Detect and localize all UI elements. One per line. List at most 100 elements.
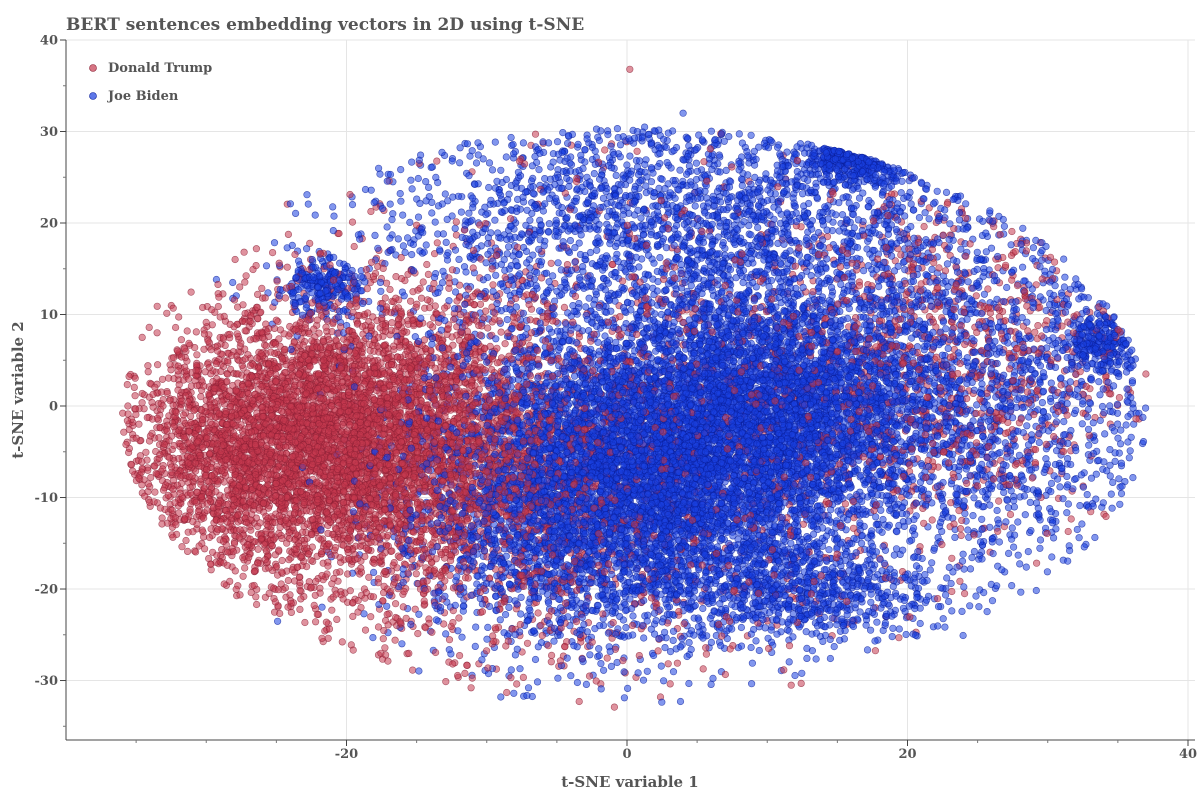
point-joe-biden: [371, 231, 379, 239]
point-joe-biden: [408, 251, 416, 259]
point-donald-trump: [123, 381, 131, 389]
point-donald-trump: [154, 361, 162, 369]
point-joe-biden: [970, 494, 978, 502]
point-donald-trump: [184, 547, 192, 556]
point-donald-trump: [149, 390, 157, 399]
point-joe-biden: [1047, 379, 1055, 387]
plot-points: [119, 65, 1150, 711]
point-joe-biden: [679, 109, 687, 117]
point-donald-trump: [547, 651, 556, 660]
point-joe-biden: [1000, 222, 1009, 230]
point-joe-biden: [1095, 378, 1103, 386]
point-donald-trump: [250, 581, 258, 590]
point-joe-biden: [642, 182, 650, 190]
point-joe-biden: [925, 215, 933, 223]
point-joe-biden: [767, 276, 776, 285]
point-donald-trump: [440, 620, 448, 628]
point-joe-biden: [318, 603, 326, 611]
point-donald-trump: [633, 147, 641, 155]
chart-title: BERT sentences embedding vectors in 2D u…: [66, 15, 584, 35]
point-joe-biden: [262, 262, 271, 270]
point-joe-biden: [573, 678, 582, 687]
point-donald-trump: [361, 626, 370, 634]
point-donald-trump: [513, 680, 521, 688]
point-donald-trump: [175, 313, 183, 321]
point-joe-biden: [972, 592, 980, 600]
point-joe-biden: [1078, 520, 1086, 528]
point-joe-biden: [545, 278, 553, 286]
point-donald-trump: [618, 277, 627, 285]
point-joe-biden: [565, 182, 573, 190]
point-joe-biden: [408, 185, 416, 193]
point-donald-trump: [664, 660, 672, 668]
point-joe-biden: [657, 662, 665, 670]
point-joe-biden: [699, 604, 707, 613]
point-donald-trump: [135, 420, 143, 428]
point-joe-biden: [383, 223, 391, 231]
point-joe-biden: [707, 638, 716, 647]
point-joe-biden: [1014, 518, 1022, 526]
point-joe-biden: [386, 200, 394, 208]
point-joe-biden: [599, 666, 608, 674]
point-joe-biden: [1004, 549, 1013, 558]
point-joe-biden: [934, 622, 942, 630]
point-joe-biden: [451, 224, 459, 232]
point-joe-biden: [566, 237, 575, 245]
point-joe-biden: [909, 524, 918, 532]
point-donald-trump: [338, 638, 346, 646]
point-joe-biden: [503, 316, 511, 324]
point-donald-trump: [1142, 370, 1150, 378]
point-joe-biden: [360, 610, 368, 618]
point-joe-biden: [1021, 511, 1029, 519]
point-joe-biden: [1063, 472, 1071, 481]
point-joe-biden: [406, 218, 414, 226]
point-joe-biden: [685, 638, 693, 647]
point-joe-biden: [422, 241, 430, 249]
point-joe-biden: [1078, 420, 1086, 428]
point-joe-biden: [1060, 418, 1068, 426]
point-joe-biden: [995, 538, 1004, 546]
point-donald-trump: [519, 673, 528, 682]
point-donald-trump: [333, 615, 341, 624]
point-donald-trump: [254, 545, 262, 553]
point-donald-trump: [284, 230, 293, 238]
point-donald-trump: [383, 610, 391, 619]
point-joe-biden: [376, 170, 384, 178]
point-joe-biden: [1038, 247, 1046, 255]
point-joe-biden: [505, 243, 513, 251]
point-joe-biden: [1032, 586, 1040, 595]
point-joe-biden: [428, 209, 436, 217]
point-joe-biden: [492, 271, 500, 279]
point-donald-trump: [214, 302, 222, 311]
point-joe-biden: [517, 593, 525, 602]
point-joe-biden: [416, 199, 424, 207]
point-joe-biden: [966, 602, 974, 610]
point-donald-trump: [312, 618, 320, 626]
point-joe-biden: [986, 501, 994, 509]
point-donald-trump: [442, 677, 450, 686]
point-donald-trump: [962, 252, 970, 260]
point-joe-biden: [441, 190, 449, 198]
point-joe-biden: [369, 633, 377, 642]
point-donald-trump: [673, 659, 682, 667]
point-joe-biden: [507, 133, 515, 142]
point-donald-trump: [920, 223, 928, 231]
point-joe-biden: [442, 238, 450, 246]
point-donald-trump: [995, 497, 1003, 505]
point-donald-trump: [948, 554, 956, 562]
point-joe-biden: [902, 630, 910, 639]
point-donald-trump: [328, 606, 336, 614]
point-joe-biden: [988, 597, 997, 605]
point-joe-biden: [408, 158, 416, 166]
point-joe-biden: [926, 566, 934, 574]
point-joe-biden: [961, 509, 969, 518]
point-joe-biden: [873, 618, 881, 626]
point-donald-trump: [296, 605, 304, 614]
point-joe-biden: [510, 689, 518, 697]
point-joe-biden: [539, 207, 548, 215]
point-joe-biden: [623, 161, 631, 169]
point-joe-biden: [791, 671, 799, 680]
point-donald-trump: [448, 266, 457, 274]
point-donald-trump: [147, 473, 155, 482]
